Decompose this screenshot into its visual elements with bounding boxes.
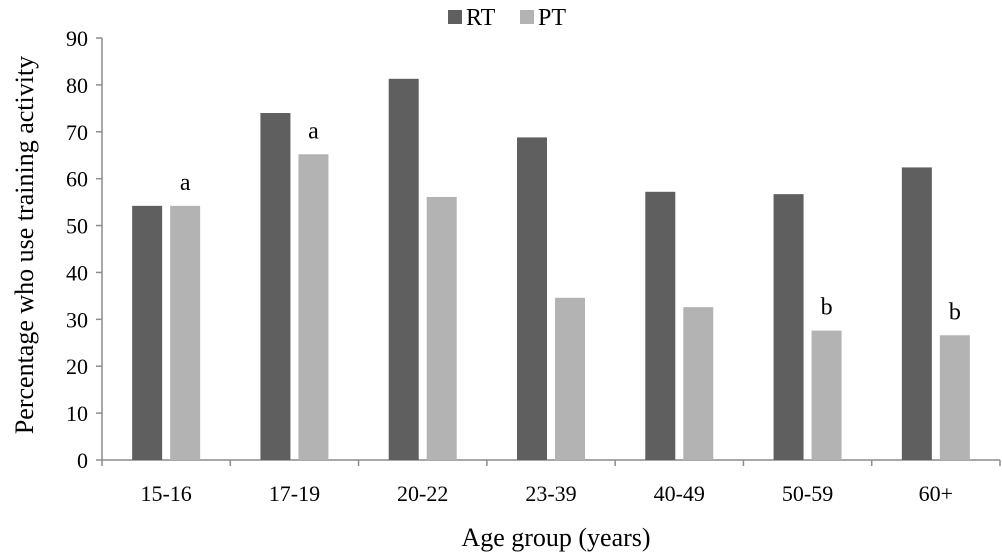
bar-rt-20-22	[388, 78, 419, 460]
x-tick-label: 60+	[919, 481, 953, 506]
bar-rt-60+	[901, 167, 932, 460]
bar-pt-17-19	[298, 154, 329, 461]
bar-rt-15-16	[132, 205, 163, 460]
x-tick-label: 20-22	[397, 481, 448, 506]
y-axis-title: Percentage who use training activity	[10, 56, 39, 434]
x-tick-label: 50-59	[782, 481, 833, 506]
y-tick-label: 80	[66, 73, 88, 98]
legend: RT PT	[448, 5, 566, 31]
y-tick-label: 10	[66, 401, 88, 426]
bar-rt-50-59	[773, 194, 804, 460]
y-tick-label: 50	[66, 214, 88, 239]
x-axis-title: Age group (years)	[461, 523, 650, 552]
legend-label-pt: PT	[538, 5, 566, 31]
x-tick-label: 40-49	[654, 481, 705, 506]
axes	[96, 37, 1001, 466]
x-tick-label: 23-39	[525, 481, 576, 506]
significance-annotation: a	[180, 170, 191, 196]
bar-pt-15-16	[170, 205, 201, 460]
y-tick-label: 0	[77, 448, 88, 473]
y-tick-label: 90	[66, 26, 88, 51]
significance-annotation: b	[949, 299, 961, 325]
legend-swatch-rt	[448, 10, 462, 24]
significance-annotation: b	[821, 295, 833, 321]
legend-label-rt: RT	[466, 5, 496, 31]
bar-rt-23-39	[517, 137, 547, 460]
y-tick-label: 60	[66, 167, 88, 192]
labels: 0 10 20 30 40 50 60 70 80 90 15-16 17-19 20-22 23-39 4…	[66, 26, 961, 506]
bar-pt-50-59	[811, 330, 842, 460]
significance-annotation: a	[308, 118, 319, 144]
x-tick-label: 17-19	[269, 481, 320, 506]
y-tick-label: 30	[66, 307, 88, 332]
y-tick-label: 20	[66, 354, 88, 379]
bar-rt-40-49	[645, 191, 676, 460]
x-tick-label: 15-16	[140, 481, 191, 506]
bar-rt-17-19	[260, 113, 291, 461]
bar-pt-20-22	[426, 196, 457, 460]
bar-pt-60+	[939, 335, 970, 460]
legend-swatch-pt	[520, 10, 534, 24]
bars	[132, 78, 970, 461]
bar-pt-23-39	[555, 297, 585, 460]
y-tick-label: 70	[66, 120, 88, 145]
y-tick-label: 40	[66, 260, 88, 285]
bar-pt-40-49	[683, 307, 714, 460]
